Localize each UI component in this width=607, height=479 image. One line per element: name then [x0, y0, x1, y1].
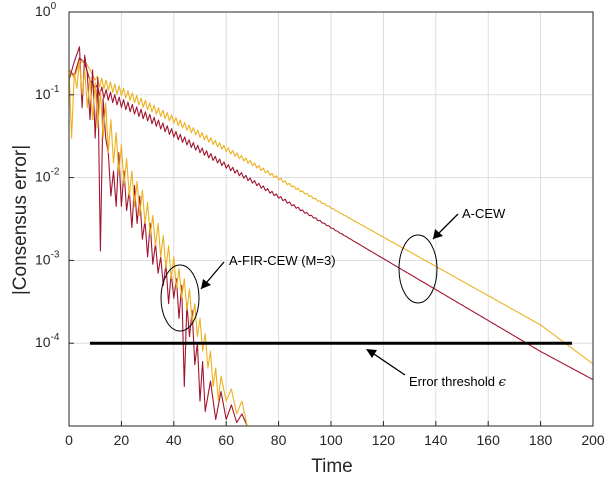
x-tick-label: 180: [529, 432, 553, 448]
x-tick-label: 40: [166, 432, 182, 448]
a-cew-ellipse: [398, 234, 438, 304]
threshold-label-text: Error threshold: [409, 374, 499, 389]
grid-lines: [69, 12, 593, 426]
a-fir-cew-arrowhead: [201, 279, 211, 289]
x-axis-title: Time: [311, 456, 353, 477]
y-tick-label: 10-3: [35, 249, 60, 267]
a-fir-cew-ellipse: [160, 264, 200, 332]
y-tick-label: 100: [35, 1, 57, 19]
x-tick-label: 80: [271, 432, 287, 448]
x-tick-label: 120: [372, 432, 396, 448]
threshold-epsilon: ϵ: [499, 375, 507, 390]
a-cew-arrowhead: [433, 229, 443, 239]
axis-ticks: 0 20 40 60 80 100 120 140 160 180 200 100 10-1 10-2 10…: [35, 1, 605, 448]
x-tick-label: 160: [477, 432, 501, 448]
y-tick-label: 10-1: [35, 84, 60, 102]
x-tick-label: 100: [319, 432, 343, 448]
y-axis-title: |Consensus error|: [10, 145, 31, 295]
series-line-3: [68, 59, 248, 427]
x-tick-label: 200: [581, 432, 605, 448]
series-line-1: [68, 59, 594, 365]
series-line-0: [68, 57, 594, 381]
threshold-arrowhead: [366, 349, 377, 358]
x-tick-label: 0: [65, 432, 73, 448]
a-cew-label: A-CEW: [462, 206, 506, 221]
y-tick-label: 10-2: [35, 167, 60, 185]
series-line-2: [68, 46, 248, 427]
a-fir-cew-label: A-FIR-CEW (M=3): [229, 253, 336, 268]
y-tick-label: 10-4: [35, 332, 60, 350]
x-tick-label: 20: [114, 432, 130, 448]
x-tick-label: 140: [424, 432, 448, 448]
series-layer: [68, 46, 594, 427]
x-tick-label: 60: [218, 432, 234, 448]
threshold-label: Error threshold ϵ: [409, 374, 507, 390]
